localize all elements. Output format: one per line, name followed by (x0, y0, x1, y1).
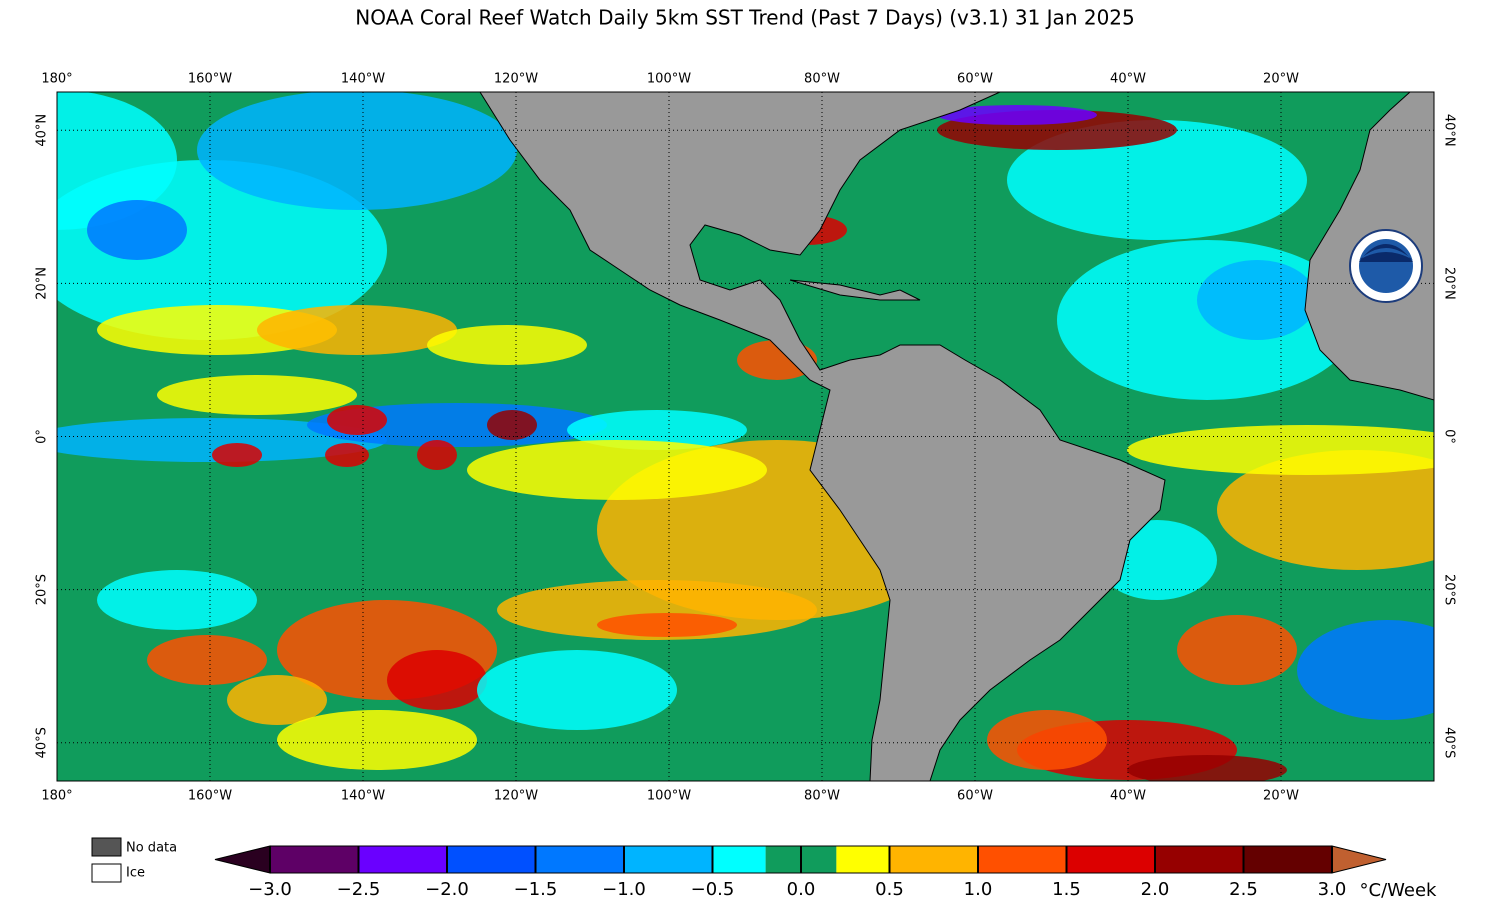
sst-patch (1007, 120, 1307, 240)
sst-patch (57, 418, 387, 462)
sst-patch (987, 710, 1107, 770)
lat-label-right: 40°N (1442, 114, 1457, 147)
lat-label-left: 40°N (35, 114, 50, 147)
sst-patch (327, 405, 387, 435)
colorbar-segment (765, 846, 801, 873)
no-data-label: No data (126, 841, 177, 856)
lat-label-right: 40°S (1442, 727, 1457, 758)
lon-label-top: 20°W (1263, 72, 1299, 87)
noaa-logo-bird (1359, 244, 1413, 262)
colorbar-tick-label: −2.5 (337, 879, 381, 900)
colorbar-segment (535, 846, 624, 873)
lat-label-left: 40°S (35, 727, 50, 758)
colorbar-segment (978, 846, 1067, 873)
lon-label-bottom: 60°W (957, 789, 993, 804)
colorbar: −3.0 −2.5 −2.0 −1.5 −1.0 −0.5 0.0 0.5 1.0 1.5 2.0 2… (214, 845, 1438, 901)
lat-label-right: 20°S (1442, 574, 1457, 605)
sst-patch (1197, 260, 1317, 340)
sst-patch (257, 305, 457, 355)
colorbar-tick-label: −1.5 (514, 879, 558, 900)
sst-patch (227, 675, 327, 725)
lon-label-top: 120°W (494, 72, 538, 87)
lon-label-top: 60°W (957, 72, 993, 87)
colorbar-under (214, 845, 271, 874)
sst-patch (325, 443, 369, 467)
colorbar-segment (624, 846, 713, 873)
sst-patch (1297, 620, 1434, 720)
lat-label-left: 0° (35, 429, 50, 444)
sst-patch (567, 410, 747, 450)
sst-patch (387, 650, 487, 710)
no-data-swatch (91, 837, 122, 857)
lon-label-bottom: 160°W (188, 789, 232, 804)
sst-patch (417, 440, 457, 470)
sst-patch (597, 613, 737, 637)
colorbar-over (1331, 845, 1387, 874)
map-frame (56, 91, 1435, 782)
ice-swatch (91, 863, 122, 883)
map (57, 92, 1434, 781)
colorbar-tick-label: 1.0 (964, 879, 993, 900)
title: NOAA Coral Reef Watch Daily 5km SST Tren… (355, 6, 1135, 30)
colorbar-segment (1243, 846, 1332, 873)
lon-label-top: 40°W (1110, 72, 1146, 87)
sst-patch (487, 410, 537, 440)
colorbar-tick-label: 2.5 (1229, 879, 1258, 900)
lat-label-right: 20°N (1442, 267, 1457, 300)
sst-patch (97, 570, 257, 630)
lon-label-bottom: 100°W (647, 789, 691, 804)
sst-patch (277, 710, 477, 770)
lon-label-bottom: 20°W (1263, 789, 1299, 804)
sst-patch (1177, 615, 1297, 685)
colorbar-tick-label: −2.0 (425, 879, 469, 900)
lon-label-top: 160°W (188, 72, 232, 87)
lon-label-top: 100°W (647, 72, 691, 87)
colorbar-segment (358, 846, 447, 873)
lon-label-bottom: 140°W (341, 789, 385, 804)
colorbar-segment (712, 846, 766, 873)
colorbar-segment (836, 846, 890, 873)
colorbar-segment (1155, 846, 1244, 873)
sst-patch (937, 105, 1097, 125)
colorbar-tick-label: 1.5 (1052, 879, 1081, 900)
lon-label-top: 180° (41, 72, 72, 87)
colorbar-tick-label: 3.0 (1318, 879, 1347, 900)
sst-patch (197, 92, 517, 210)
colorbar-tick-label: 2.0 (1141, 879, 1170, 900)
sst-patch (212, 443, 262, 467)
colorbar-segment (1066, 846, 1155, 873)
colorbar-tick-label: −0.5 (691, 879, 735, 900)
sst-patch (1127, 755, 1287, 781)
graticule (57, 92, 1434, 781)
colorbar-tick-label: 0.0 (787, 879, 816, 900)
colorbar-segment (447, 846, 536, 873)
lat-label-left: 20°S (35, 574, 50, 605)
noaa-logo-inner (1359, 239, 1413, 293)
colorbar-tick-label: −1.0 (602, 879, 646, 900)
colorbar-segment (270, 846, 359, 873)
colorbar-tick-label: 0.5 (875, 879, 904, 900)
sst-patch (87, 200, 187, 260)
sst-patch (427, 325, 587, 365)
colorbar-unit: °C/Week (1360, 880, 1438, 901)
lon-label-bottom: 80°W (804, 789, 840, 804)
colorbar-tick-label: −3.0 (248, 879, 292, 900)
sst-patch (157, 375, 357, 415)
lon-label-bottom: 180° (41, 789, 72, 804)
sst-patch (147, 635, 267, 685)
lat-label-right: 0° (1442, 429, 1457, 444)
sst-patch (1217, 450, 1434, 570)
lon-label-bottom: 120°W (494, 789, 538, 804)
lon-label-top: 80°W (804, 72, 840, 87)
sst-patch (1127, 425, 1434, 475)
ice-label: Ice (126, 866, 145, 881)
sst-patch (477, 650, 677, 730)
sst-patch (467, 440, 767, 500)
colorbar-segment (801, 846, 837, 873)
lat-label-left: 20°N (35, 267, 50, 300)
colorbar-segment (889, 846, 978, 873)
lon-label-top: 140°W (341, 72, 385, 87)
lon-label-bottom: 40°W (1110, 789, 1146, 804)
